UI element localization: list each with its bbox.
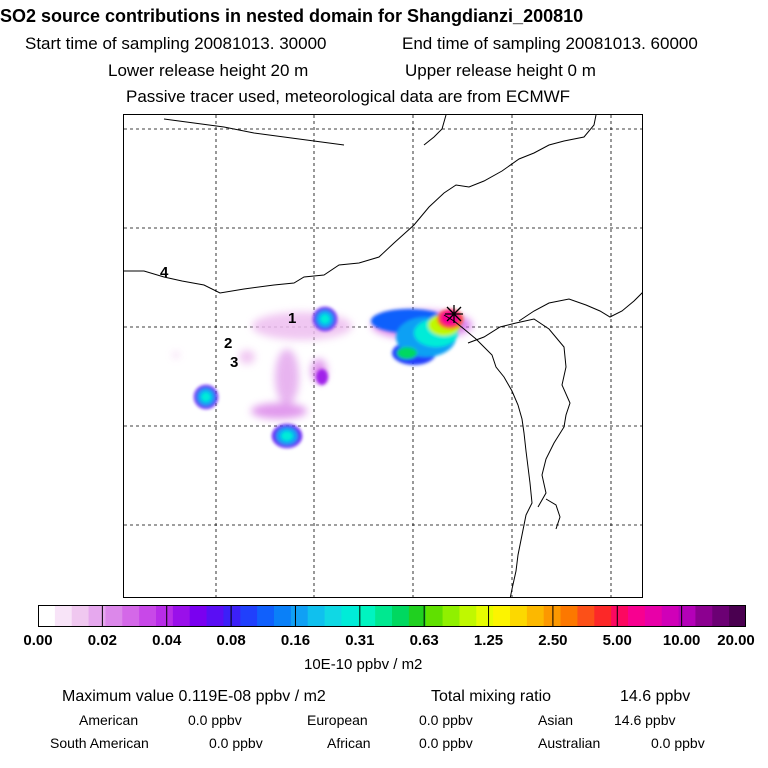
colorbar-tick-label: 0.04	[152, 632, 182, 649]
total-mixing-ratio-value: 14.6 ppbv	[620, 688, 691, 705]
colorbar-tick-label: 0.31	[345, 632, 375, 649]
south-american-label: South American	[50, 735, 149, 751]
map-panel: 1 2 3 4	[123, 114, 643, 598]
chart-title: SO2 source contributions in nested domai…	[0, 6, 584, 26]
colorbar-cell	[189, 605, 208, 627]
region-label-1: 1	[288, 310, 296, 327]
colorbar-cell	[392, 605, 410, 627]
colorbar-cell	[105, 605, 123, 627]
colorbar-cell	[38, 605, 56, 627]
concentration-plume	[173, 307, 472, 448]
colorbar-tick-label: 20.00	[717, 632, 755, 649]
map-canvas: 1 2 3 4	[124, 115, 642, 597]
colorbar-cell	[324, 605, 343, 627]
colorbar-cell	[510, 605, 528, 627]
colorbar-cell	[695, 605, 713, 627]
colorbar-cell	[290, 605, 309, 627]
colorbar-cell	[577, 605, 595, 627]
colorbar-cell	[594, 605, 612, 627]
south-american-value: 0.0 ppbv	[209, 735, 263, 751]
australian-label: Australian	[538, 735, 601, 751]
australian-value: 0.0 ppbv	[651, 735, 705, 751]
colorbar-tick-label: 2.50	[538, 632, 568, 649]
european-label: European	[307, 712, 368, 728]
colorbar-cell	[678, 605, 697, 627]
african-label: African	[327, 735, 371, 751]
colorbar-cell	[408, 605, 427, 627]
colorbar-cell	[206, 605, 225, 627]
max-value: Maximum value 0.119E-08 ppbv / m2	[62, 688, 326, 705]
colorbar-cell	[54, 605, 73, 627]
colorbar-cell	[122, 605, 140, 627]
colorbar-cell	[274, 605, 292, 627]
region-label-4: 4	[160, 264, 169, 281]
asian-value: 14.6 ppbv	[614, 712, 676, 728]
colorbar-cell	[526, 605, 545, 627]
colorbar-cell	[712, 605, 730, 627]
colorbar-tick-label: 0.16	[280, 632, 311, 649]
coastline-borders	[124, 115, 642, 597]
colorbar-cell	[358, 605, 376, 627]
colorbar-cell	[257, 605, 275, 627]
european-value: 0.0 ppbv	[419, 712, 473, 728]
colorbar-cell	[88, 605, 107, 627]
colorbar-cell	[223, 605, 241, 627]
colorbar-cell	[493, 605, 511, 627]
region-label-2: 2	[224, 335, 232, 352]
african-value: 0.0 ppbv	[419, 735, 473, 751]
total-mixing-ratio-label: Total mixing ratio	[431, 688, 552, 705]
colorbar-tick-label: 0.63	[409, 632, 439, 649]
colorbar-cell	[172, 605, 191, 627]
colorbar	[38, 605, 746, 627]
colorbar-tick-label: 0.02	[87, 632, 117, 649]
colorbar-tick-label: 1.25	[473, 632, 504, 649]
end-time: End time of sampling 20081013. 60000	[402, 34, 698, 53]
station-marker-icon	[445, 305, 463, 323]
colorbar-cell	[661, 605, 680, 627]
american-label: American	[79, 712, 139, 728]
colorbar-cell	[71, 605, 90, 627]
region-label-3: 3	[230, 354, 238, 371]
colorbar-cell	[341, 605, 359, 627]
colorbar-cell	[240, 605, 258, 627]
colorbar-cell	[375, 605, 393, 627]
colorbar-cell	[442, 605, 461, 627]
lower-release-height: Lower release height 20 m	[108, 61, 309, 80]
colorbar-tick-label: 10.00	[662, 632, 701, 649]
colorbar-cell	[476, 605, 494, 627]
colorbar-cell	[560, 605, 579, 627]
colorbar-tick-label: 5.00	[602, 632, 632, 649]
colorbar-tick-label: 0.00	[23, 632, 53, 649]
colorbar-cell	[628, 605, 646, 627]
tracer-note: Passive tracer used, meteorological data…	[126, 87, 571, 106]
colorbar-cell	[425, 605, 444, 627]
american-value: 0.0 ppbv	[188, 712, 242, 728]
colorbar-cell	[644, 605, 663, 627]
colorbar-tick-label: 0.08	[216, 632, 246, 649]
start-time: Start time of sampling 20081013. 30000	[25, 34, 327, 53]
colorbar-cell	[156, 605, 174, 627]
colorbar-cell	[307, 605, 326, 627]
colorbar-cell	[729, 605, 746, 627]
colorbar-cell	[459, 605, 477, 627]
asian-label: Asian	[538, 712, 574, 728]
upper-release-height: Upper release height 0 m	[405, 61, 596, 80]
colorbar-unit: 10E-10 ppbv / m2	[304, 656, 423, 673]
colorbar-cell	[611, 605, 629, 627]
colorbar-cell	[139, 605, 157, 627]
